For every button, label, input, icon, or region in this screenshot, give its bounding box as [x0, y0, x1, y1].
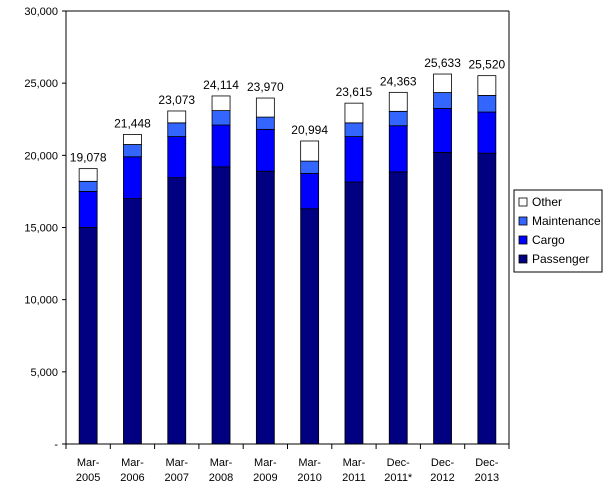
legend-label-other: Other	[532, 195, 562, 209]
x-tick-label: 2007	[165, 472, 189, 484]
x-tick-label: Mar-	[254, 457, 277, 469]
total-labels: 19,078 21,448 23,073 24,114 23,970 20,994 23,6…	[70, 56, 506, 165]
y-tick-label: 20,000	[24, 150, 58, 162]
bar-maintenance-9	[477, 95, 497, 113]
y-tick-label: 15,000	[24, 223, 58, 235]
bar-cargo-6	[344, 136, 364, 183]
bar-passenger-4	[255, 170, 275, 445]
bar-other-0	[78, 168, 98, 182]
bar-maintenance-5	[300, 160, 320, 174]
bar-passenger-1	[123, 198, 142, 445]
bar-maintenance-7	[388, 110, 408, 127]
x-tick-label: Dec-	[387, 457, 411, 469]
bar-maintenance-1	[123, 144, 142, 158]
x-tick-label: Dec-	[475, 457, 499, 469]
x-tick-label: 2009	[253, 472, 277, 484]
bar-cargo-4	[255, 128, 275, 172]
x-tick-label: Mar-	[77, 457, 100, 469]
y-tick-label: 10,000	[24, 295, 58, 307]
total-label: 21,448	[114, 116, 151, 130]
bar-stacks	[78, 73, 497, 445]
bar-passenger-9	[477, 152, 497, 445]
bar-maintenance-3	[211, 110, 231, 126]
legend-swatch-other	[518, 197, 528, 207]
y-tick-label: -	[54, 439, 58, 451]
bar-cargo-1	[123, 156, 142, 200]
total-label: 20,994	[291, 123, 328, 137]
legend-swatch-passenger	[518, 254, 528, 264]
bar-maintenance-2	[167, 122, 187, 137]
bar-cargo-9	[477, 111, 497, 154]
x-tick-label: Mar-	[121, 457, 144, 469]
legend-swatch-cargo	[518, 235, 528, 245]
legend: Other Maintenance Cargo Passenger	[513, 189, 603, 273]
bar-cargo-8	[433, 108, 452, 153]
y-tick-label: 25,000	[24, 78, 58, 90]
bar-other-8	[433, 73, 452, 93]
bar-other-6	[344, 102, 364, 124]
x-tick-label: 2008	[209, 472, 233, 484]
bar-other-2	[167, 110, 187, 124]
bar-other-5	[300, 140, 320, 162]
bar-passenger-5	[300, 208, 320, 445]
y-axis: - 5,000 10,000 15,000 20,000 25,000 30,000	[24, 6, 510, 451]
bar-cargo-2	[167, 136, 187, 179]
bar-other-7	[388, 91, 408, 112]
x-tick-label: 2010	[297, 472, 321, 484]
bar-maintenance-4	[255, 116, 275, 130]
x-tick-label: 2011*	[384, 472, 413, 484]
legend-label-cargo: Cargo	[532, 233, 565, 247]
x-tick-label: Mar-	[165, 457, 188, 469]
legend-swatch-maintenance	[518, 216, 528, 226]
bar-passenger-8	[433, 152, 452, 445]
legend-label-passenger: Passenger	[532, 252, 589, 266]
legend-label-maintenance: Maintenance	[532, 214, 601, 228]
y-tick-label: 30,000	[24, 6, 58, 18]
x-tick-label: 2005	[76, 472, 100, 484]
total-label: 23,970	[247, 80, 284, 94]
total-label: 25,633	[424, 56, 461, 70]
bar-passenger-3	[211, 166, 231, 445]
bar-passenger-0	[78, 227, 98, 445]
x-tick-label: 2006	[120, 472, 144, 484]
bar-other-4	[255, 97, 275, 118]
total-label: 23,073	[158, 93, 195, 107]
total-label: 24,363	[380, 74, 417, 88]
x-axis: Mar- 2005 Mar- 2006 Mar- 2007 Mar- 2008 Mar- 2009…	[65, 443, 510, 484]
x-tick-label: 2011	[342, 472, 366, 484]
bar-other-1	[123, 134, 142, 145]
bar-other-9	[477, 75, 497, 96]
bar-other-3	[211, 95, 231, 111]
x-tick-label: Mar-	[343, 457, 366, 469]
x-tick-label: Mar-	[210, 457, 233, 469]
bar-maintenance-6	[344, 122, 364, 137]
y-tick-label: 5,000	[30, 367, 58, 379]
bar-passenger-2	[167, 177, 187, 445]
legend-box	[513, 189, 603, 273]
x-tick-label: Dec-	[431, 457, 455, 469]
total-label: 23,615	[336, 85, 373, 99]
bar-passenger-6	[344, 181, 364, 445]
bar-cargo-5	[300, 172, 320, 210]
bar-cargo-3	[211, 124, 231, 168]
bar-maintenance-0	[78, 180, 98, 192]
total-label: 25,520	[468, 58, 505, 72]
total-label: 24,114	[203, 78, 239, 92]
bar-cargo-7	[388, 125, 408, 173]
x-tick-label: 2013	[475, 472, 499, 484]
bar-maintenance-8	[433, 92, 452, 109]
bar-cargo-0	[78, 191, 98, 228]
total-label: 19,078	[70, 151, 107, 165]
bar-passenger-7	[388, 171, 408, 445]
x-tick-label: 2012	[430, 472, 454, 484]
x-tick-label: Mar-	[298, 457, 321, 469]
